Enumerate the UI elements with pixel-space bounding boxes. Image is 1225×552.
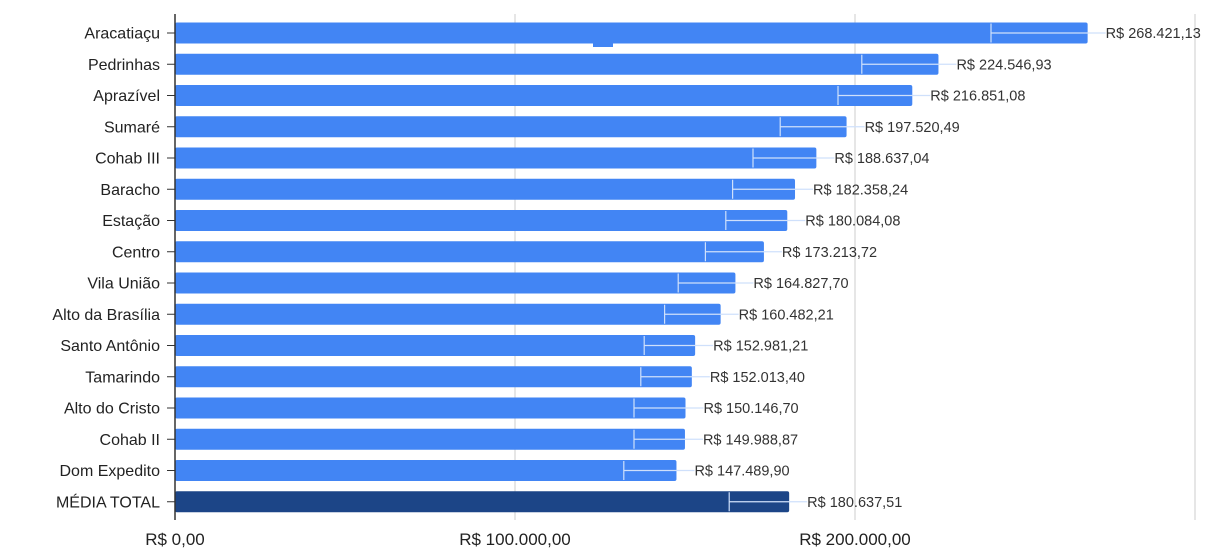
value-label: R$ 173.213,72 [782, 245, 877, 261]
value-label: R$ 268.421,13 [1106, 26, 1201, 42]
value-label: R$ 180.084,08 [805, 214, 900, 230]
bar [175, 22, 1088, 44]
category-labels: Aracatiaçu Pedrinhas Aprazível Sumaré Cohab … [52, 26, 160, 512]
category-label: Vila União [87, 276, 160, 293]
bar [175, 366, 692, 388]
bar [175, 460, 677, 481]
category-label: Pedrinhas [88, 57, 160, 74]
category-label: Sumaré [104, 119, 160, 136]
value-label: R$ 152.013,40 [710, 370, 805, 386]
bars [175, 22, 1088, 513]
value-label: R$ 197.520,49 [865, 120, 960, 136]
bar [175, 210, 788, 231]
category-label: Centro [112, 244, 160, 261]
category-label: MÉDIA TOTAL [56, 492, 160, 511]
value-label: R$ 188.637,04 [834, 151, 929, 167]
value-label: R$ 160.482,21 [739, 307, 834, 323]
category-label: Alto do Cristo [64, 401, 160, 418]
x-tick-label: R$ 200.000,00 [799, 530, 911, 549]
bar-marker [593, 43, 613, 47]
category-label: Cohab II [100, 432, 160, 449]
bar [175, 147, 817, 169]
value-label: R$ 216.851,08 [930, 89, 1025, 105]
category-label: Santo Antônio [60, 338, 160, 355]
bar [175, 85, 913, 106]
x-tick-label: R$ 0,00 [145, 530, 205, 549]
category-label: Tamarindo [85, 369, 160, 386]
bar [175, 116, 847, 138]
bar [175, 241, 764, 263]
category-label: Alto da Brasília [52, 307, 160, 324]
bar [175, 272, 736, 294]
value-label: R$ 150.146,70 [703, 401, 798, 417]
value-label: R$ 152.981,21 [713, 339, 808, 355]
category-label: Estação [102, 213, 160, 230]
value-label: R$ 180.637,51 [807, 495, 902, 511]
value-label: R$ 164.827,70 [753, 276, 848, 292]
category-label: Aracatiaçu [84, 26, 160, 43]
bar [175, 303, 721, 325]
bar [175, 335, 696, 356]
axes [167, 14, 176, 520]
error-bars [623, 23, 1106, 512]
bar [175, 53, 939, 75]
x-tick-labels: R$ 0,00 R$ 100.000,00 R$ 200.000,00 [145, 530, 911, 549]
value-label: R$ 147.489,90 [694, 464, 789, 480]
value-label: R$ 182.358,24 [813, 182, 908, 198]
bar [175, 178, 796, 200]
category-label: Aprazível [93, 88, 160, 105]
value-labels: R$ 268.421,13 R$ 224.546,93 R$ 216.851,08 R… [694, 26, 1200, 511]
category-label: Dom Expedito [60, 463, 161, 480]
value-label: R$ 224.546,93 [956, 57, 1051, 73]
x-tick-label: R$ 100.000,00 [459, 530, 571, 549]
bar [175, 397, 686, 419]
category-label: Baracho [100, 182, 160, 199]
bar [175, 428, 685, 450]
value-label: R$ 149.988,87 [703, 432, 798, 448]
category-label: Cohab III [95, 151, 160, 168]
bar-media-total [175, 491, 790, 513]
